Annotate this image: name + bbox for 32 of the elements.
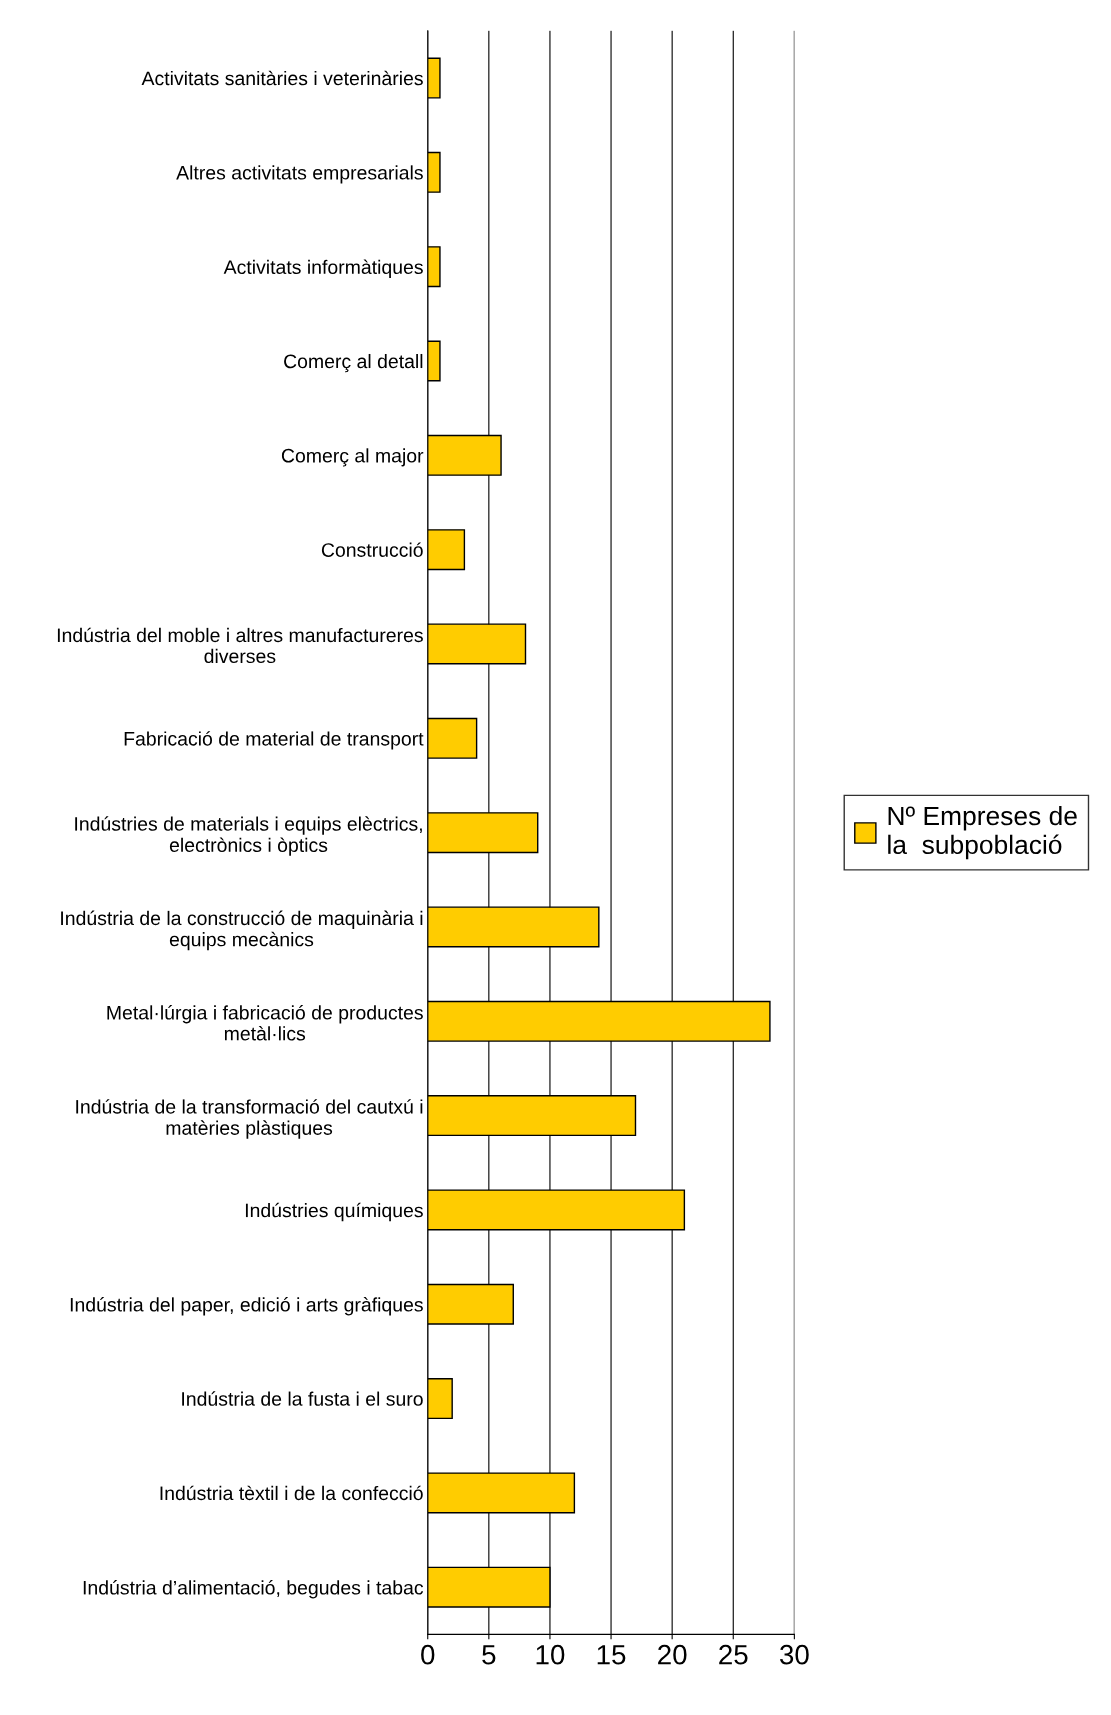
y-tick-label: Indústries de materials i equips elèctrics, electrònics i òptics [75, 816, 422, 856]
y-tick-label: Comerç al detall [284, 353, 423, 373]
bar [427, 57, 441, 99]
y-tick-label: Altres activitats empresarials [176, 165, 423, 184]
y-tick-label: Indústria de la transformació del cautxú i matèries plàstiques [76, 1099, 423, 1139]
y-tick-label: Indústria tèxtil i de la confecció [160, 1485, 423, 1501]
y-tick-label: Indústria d’alimentació, begudes i tabac [83, 1580, 424, 1599]
bar [427, 340, 441, 382]
y-tick-label: Indústria del moble i altres manufactureres diverses [57, 627, 423, 664]
x-tick-label: 30 [779, 1644, 809, 1665]
y-tick-label: Fabricació de material de transport [124, 731, 424, 750]
y-tick-label: Activitats sanitàries i veterinàries [141, 70, 423, 86]
legend-label: Nº Empreses de la subpoblació [888, 805, 1077, 860]
x-tick-label: 10 [536, 1644, 565, 1665]
y-tick-label: Indústria de la fusta i el suro [182, 1391, 423, 1406]
y-tick-label: Indústria de la construcció de maquinària i equips mecànics [61, 910, 423, 951]
y-tick-label: Construcció [321, 542, 423, 557]
y-tick-label: Indústries químiques [245, 1202, 423, 1222]
bar [427, 151, 441, 193]
x-tick-label: 25 [719, 1644, 748, 1665]
bar [427, 1378, 453, 1420]
x-tick-label: 20 [658, 1644, 687, 1665]
x-tick-label: 0 [421, 1644, 435, 1665]
x-tick-label: 5 [482, 1645, 496, 1665]
bar [427, 246, 441, 288]
bar [427, 529, 466, 571]
y-tick-label: Comerç al major [281, 448, 424, 467]
y-tick-label: Metal·lúrgia i fabricació de productes metàl·lics [107, 1005, 423, 1041]
y-tick-label: Indústria del paper, edició i arts gràfiques [70, 1297, 423, 1316]
x-tick-label: 15 [597, 1645, 626, 1665]
bar [427, 717, 478, 759]
y-tick-label: Activitats informàtiques [223, 259, 423, 278]
